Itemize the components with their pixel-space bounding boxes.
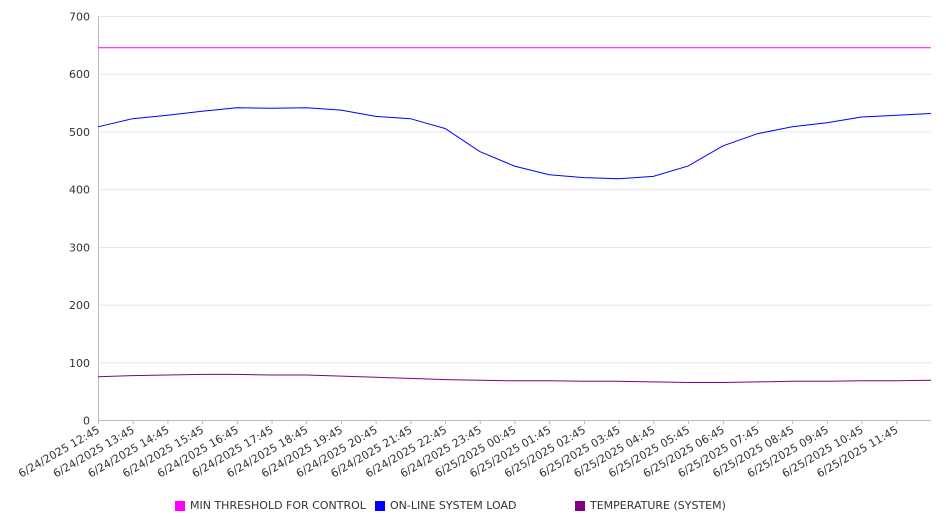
legend-label: TEMPERATURE (SYSTEM) xyxy=(590,499,726,512)
y-tick-label: 400 xyxy=(69,184,90,197)
series-line-2 xyxy=(97,373,932,383)
y-tick-label: 100 xyxy=(69,357,90,370)
legend: MIN THRESHOLD FOR CONTROL ON-LINE SYSTEM… xyxy=(0,499,946,517)
y-tick-label: 600 xyxy=(69,68,90,81)
legend-item-temperature[interactable]: TEMPERATURE (SYSTEM) xyxy=(575,499,726,512)
legend-label: MIN THRESHOLD FOR CONTROL xyxy=(190,499,366,512)
x-axis-tick-labels: 6/24/2025 12:456/24/2025 13:456/24/2025 … xyxy=(16,423,900,480)
legend-item-system-load[interactable]: ON-LINE SYSTEM LOAD xyxy=(375,499,516,512)
legend-swatch xyxy=(575,500,585,511)
line-chart: 0 100 200 300 400 500 600 700 6/24/2025 12:456/… xyxy=(16,11,932,480)
y-tick-label: 300 xyxy=(69,241,90,254)
legend-swatch xyxy=(375,500,385,511)
legend-item-min-threshold[interactable]: MIN THRESHOLD FOR CONTROL xyxy=(175,499,366,512)
series-line-1 xyxy=(97,107,932,180)
y-axis-tick-labels: 0 100 200 300 400 500 600 700 xyxy=(69,11,90,428)
legend-label: ON-LINE SYSTEM LOAD xyxy=(390,499,517,512)
y-tick-label: 500 xyxy=(69,126,90,139)
gridlines xyxy=(98,16,931,364)
axes xyxy=(98,16,931,424)
legend-swatch xyxy=(175,500,185,511)
y-tick-label: 700 xyxy=(69,11,90,24)
series-lines xyxy=(97,47,932,383)
y-tick-label: 0 xyxy=(83,415,90,428)
y-tick-label: 200 xyxy=(69,299,90,312)
